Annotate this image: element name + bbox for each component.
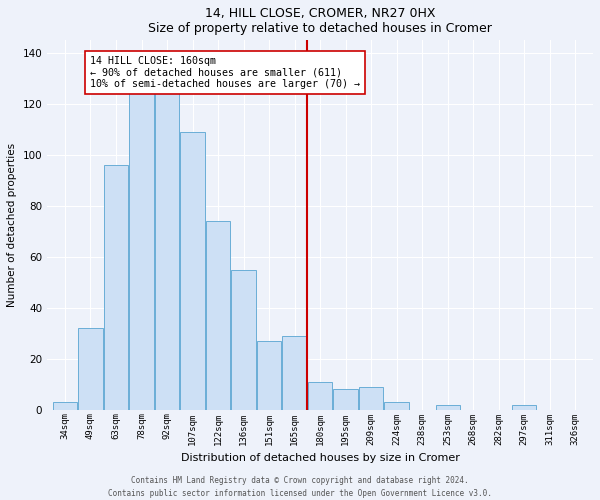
Bar: [283, 336, 307, 409]
Text: 14 HILL CLOSE: 160sqm
← 90% of detached houses are smaller (611)
10% of semi-det: 14 HILL CLOSE: 160sqm ← 90% of detached …: [91, 56, 361, 89]
Bar: [334, 390, 358, 409]
Bar: [155, 71, 179, 409]
Bar: [130, 71, 154, 409]
Bar: [512, 404, 536, 409]
Y-axis label: Number of detached properties: Number of detached properties: [7, 143, 17, 307]
Bar: [308, 382, 332, 409]
Bar: [181, 132, 205, 409]
Title: 14, HILL CLOSE, CROMER, NR27 0HX
Size of property relative to detached houses in: 14, HILL CLOSE, CROMER, NR27 0HX Size of…: [148, 7, 492, 35]
Bar: [436, 404, 460, 409]
Text: Contains HM Land Registry data © Crown copyright and database right 2024.
Contai: Contains HM Land Registry data © Crown c…: [108, 476, 492, 498]
Bar: [104, 165, 128, 410]
Bar: [257, 341, 281, 409]
Bar: [79, 328, 103, 409]
Bar: [385, 402, 409, 409]
Bar: [206, 221, 230, 410]
X-axis label: Distribution of detached houses by size in Cromer: Distribution of detached houses by size …: [181, 453, 460, 463]
Bar: [232, 270, 256, 410]
Bar: [359, 387, 383, 409]
Bar: [53, 402, 77, 409]
